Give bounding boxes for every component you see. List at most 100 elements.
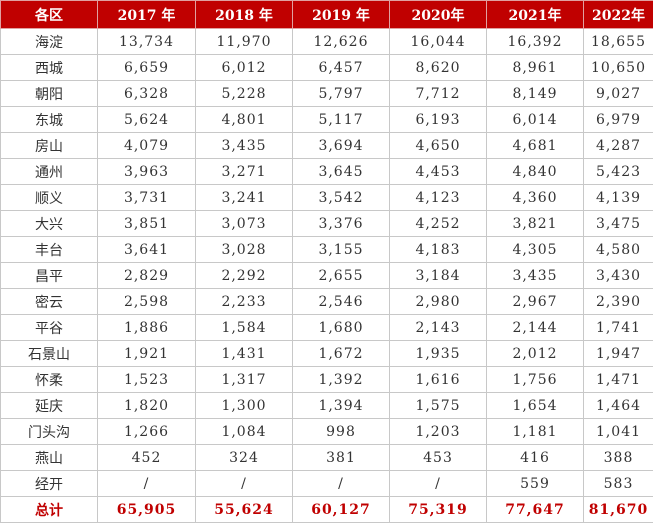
district-name: 燕山 bbox=[0, 444, 98, 471]
value-cell: 381 bbox=[292, 444, 390, 471]
value-cell: 452 bbox=[97, 444, 196, 471]
table-row: 燕山 452 324 381 453 416 388 bbox=[0, 444, 653, 471]
value-cell: 4,252 bbox=[389, 210, 487, 237]
value-cell: 388 bbox=[583, 444, 653, 471]
value-cell: 1,575 bbox=[389, 392, 487, 419]
district-name: 海淀 bbox=[0, 28, 98, 55]
value-cell: 3,435 bbox=[195, 132, 293, 159]
value-cell: 4,840 bbox=[486, 158, 584, 185]
value-cell: 1,181 bbox=[486, 418, 584, 445]
value-cell: 1,392 bbox=[292, 366, 390, 393]
value-cell: 18,655 bbox=[583, 28, 653, 55]
value-cell: 3,694 bbox=[292, 132, 390, 159]
value-cell: 13,734 bbox=[97, 28, 196, 55]
value-cell: 5,423 bbox=[583, 158, 653, 185]
value-cell: 1,756 bbox=[486, 366, 584, 393]
total-value: 55,624 bbox=[195, 496, 293, 523]
value-cell: 2,390 bbox=[583, 288, 653, 315]
total-row: 总计 65,905 55,624 60,127 75,319 77,647 81,670 bbox=[0, 496, 653, 523]
district-name: 西城 bbox=[0, 54, 98, 81]
value-cell: 4,139 bbox=[583, 184, 653, 211]
table-row: 海淀 13,734 11,970 12,626 16,044 16,392 18,655 bbox=[0, 28, 653, 55]
value-cell: 1,203 bbox=[389, 418, 487, 445]
value-cell: 1,680 bbox=[292, 314, 390, 341]
value-cell: 10,650 bbox=[583, 54, 653, 81]
value-cell: 583 bbox=[583, 470, 653, 497]
value-cell: 416 bbox=[486, 444, 584, 471]
value-cell: 1,935 bbox=[389, 340, 487, 367]
value-cell: 5,117 bbox=[292, 106, 390, 133]
table-row: 密云 2,598 2,233 2,546 2,980 2,967 2,390 bbox=[0, 288, 653, 315]
value-cell: 1,041 bbox=[583, 418, 653, 445]
value-cell: 7,712 bbox=[389, 80, 487, 107]
value-cell: 2,829 bbox=[97, 262, 196, 289]
value-cell: 5,797 bbox=[292, 80, 390, 107]
district-name: 房山 bbox=[0, 132, 98, 159]
value-cell: 1,523 bbox=[97, 366, 196, 393]
value-cell: 453 bbox=[389, 444, 487, 471]
value-cell: 2,980 bbox=[389, 288, 487, 315]
district-name: 顺义 bbox=[0, 184, 98, 211]
value-cell: 4,650 bbox=[389, 132, 487, 159]
district-name: 昌平 bbox=[0, 262, 98, 289]
value-cell: 1,317 bbox=[195, 366, 293, 393]
district-name: 平谷 bbox=[0, 314, 98, 341]
value-cell: 324 bbox=[195, 444, 293, 471]
table-row: 房山 4,079 3,435 3,694 4,650 4,681 4,287 bbox=[0, 132, 653, 159]
value-cell: 4,580 bbox=[583, 236, 653, 263]
value-cell: 8,961 bbox=[486, 54, 584, 81]
table-row: 门头沟 1,266 1,084 998 1,203 1,181 1,041 bbox=[0, 418, 653, 445]
district-name: 通州 bbox=[0, 158, 98, 185]
table-row: 怀柔 1,523 1,317 1,392 1,616 1,756 1,471 bbox=[0, 366, 653, 393]
value-cell: 1,616 bbox=[389, 366, 487, 393]
value-cell: 4,183 bbox=[389, 236, 487, 263]
total-value: 75,319 bbox=[389, 496, 487, 523]
district-name: 石景山 bbox=[0, 340, 98, 367]
value-cell: 4,360 bbox=[486, 184, 584, 211]
value-cell: 4,079 bbox=[97, 132, 196, 159]
district-name: 朝阳 bbox=[0, 80, 98, 107]
value-cell: 3,851 bbox=[97, 210, 196, 237]
value-cell: 16,392 bbox=[486, 28, 584, 55]
value-cell: 1,266 bbox=[97, 418, 196, 445]
value-cell: 3,376 bbox=[292, 210, 390, 237]
value-cell: 1,084 bbox=[195, 418, 293, 445]
value-cell: 16,044 bbox=[389, 28, 487, 55]
value-cell: 3,073 bbox=[195, 210, 293, 237]
value-cell: 4,801 bbox=[195, 106, 293, 133]
value-cell: / bbox=[292, 470, 390, 497]
header-cell: 2019 年 bbox=[292, 0, 390, 29]
value-cell: 1,672 bbox=[292, 340, 390, 367]
district-name: 延庆 bbox=[0, 392, 98, 419]
value-cell: 2,598 bbox=[97, 288, 196, 315]
value-cell: 8,620 bbox=[389, 54, 487, 81]
value-cell: 2,144 bbox=[486, 314, 584, 341]
value-cell: 3,435 bbox=[486, 262, 584, 289]
value-cell: / bbox=[195, 470, 293, 497]
header-cell: 2022年 bbox=[583, 0, 653, 29]
header-cell: 2020年 bbox=[389, 0, 487, 29]
total-value: 60,127 bbox=[292, 496, 390, 523]
value-cell: 4,123 bbox=[389, 184, 487, 211]
header-cell: 2021年 bbox=[486, 0, 584, 29]
total-label: 总计 bbox=[0, 496, 98, 523]
value-cell: 6,659 bbox=[97, 54, 196, 81]
value-cell: 9,027 bbox=[583, 80, 653, 107]
table-row: 平谷 1,886 1,584 1,680 2,143 2,144 1,741 bbox=[0, 314, 653, 341]
value-cell: 3,475 bbox=[583, 210, 653, 237]
header-row: 各区 2017 年 2018 年 2019 年 2020年 2021年 2022年 bbox=[0, 0, 653, 29]
value-cell: 2,292 bbox=[195, 262, 293, 289]
value-cell: 1,820 bbox=[97, 392, 196, 419]
value-cell: 1,464 bbox=[583, 392, 653, 419]
value-cell: 1,394 bbox=[292, 392, 390, 419]
value-cell: 3,271 bbox=[195, 158, 293, 185]
table-head: 各区 2017 年 2018 年 2019 年 2020年 2021年 2022年 bbox=[0, 0, 653, 29]
district-name: 密云 bbox=[0, 288, 98, 315]
header-cell: 2017 年 bbox=[97, 0, 196, 29]
value-cell: 3,641 bbox=[97, 236, 196, 263]
value-cell: 3,241 bbox=[195, 184, 293, 211]
table-row: 石景山 1,921 1,431 1,672 1,935 2,012 1,947 bbox=[0, 340, 653, 367]
table-row: 丰台 3,641 3,028 3,155 4,183 4,305 4,580 bbox=[0, 236, 653, 263]
value-cell: 3,542 bbox=[292, 184, 390, 211]
